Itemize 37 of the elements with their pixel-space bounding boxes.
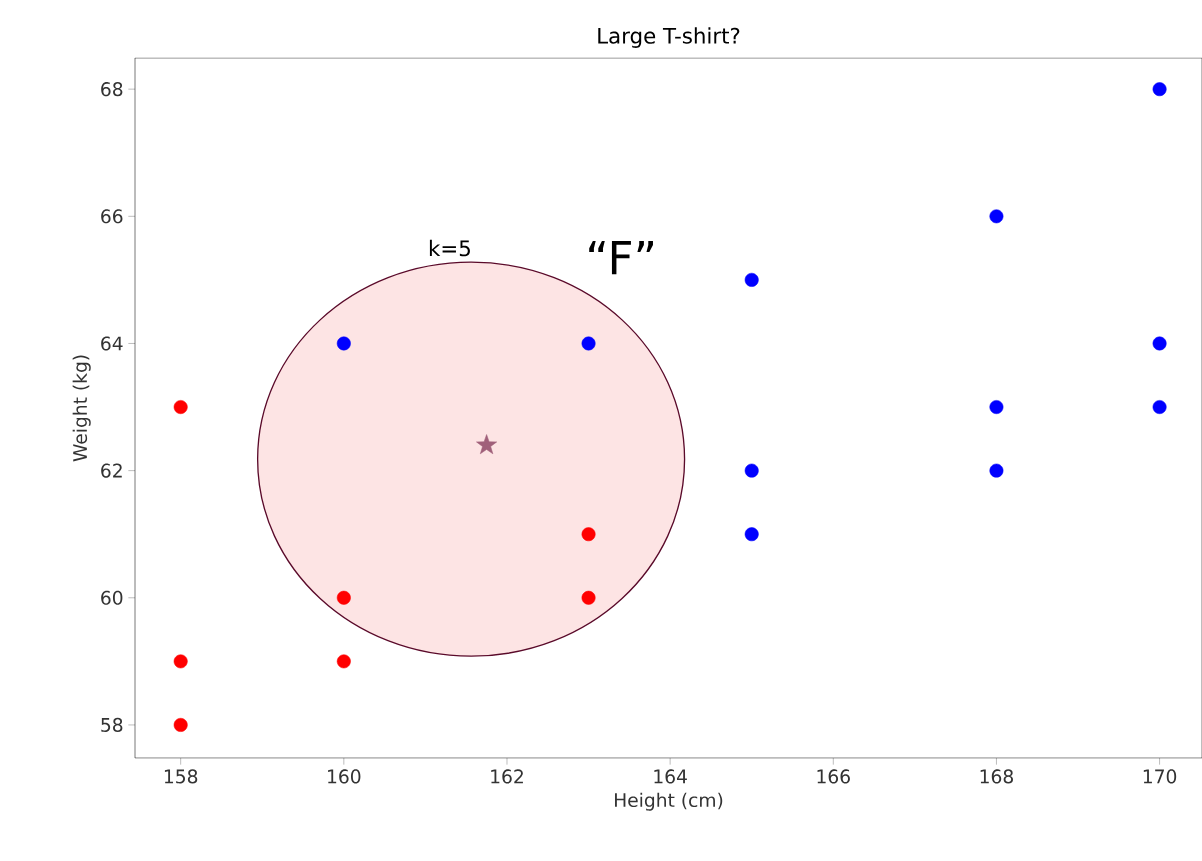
x-tick-label: 160 — [328, 769, 361, 784]
y-tick-label: 60 — [101, 590, 123, 605]
x-tick-label: 166 — [817, 769, 850, 784]
point — [581, 590, 596, 605]
y-axis-title: Weight (kg) — [72, 355, 91, 462]
chart-title: Large T-shirt? — [598, 27, 740, 48]
annotation: “F” — [589, 241, 653, 275]
point — [1152, 82, 1167, 97]
point — [173, 654, 188, 669]
point — [744, 463, 759, 478]
y-tick-label: 66 — [101, 209, 123, 224]
point — [1152, 336, 1167, 351]
point — [744, 272, 759, 287]
point — [476, 434, 498, 455]
point — [173, 400, 188, 414]
x-axis-title: Height (cm) — [615, 792, 723, 811]
y-tick-label: 68 — [101, 82, 123, 97]
point — [173, 718, 188, 732]
point — [581, 336, 596, 351]
point — [336, 590, 351, 605]
point — [336, 654, 351, 669]
point — [989, 209, 1004, 224]
point — [744, 527, 759, 542]
point — [581, 527, 596, 542]
x-tick-label: 162 — [491, 769, 523, 784]
point — [336, 336, 351, 351]
x-tick-label: 168 — [980, 769, 1013, 784]
point — [989, 400, 1004, 414]
annotation: k=5 — [429, 239, 470, 257]
x-tick-label: 164 — [654, 769, 687, 784]
y-tick-label: 64 — [101, 336, 123, 351]
point — [989, 463, 1004, 478]
y-tick-label: 62 — [101, 463, 122, 478]
y-tick-label: 58 — [101, 717, 123, 733]
x-tick-label: 170 — [1143, 769, 1177, 784]
point — [1152, 400, 1167, 414]
x-tick-label: 158 — [164, 769, 198, 784]
